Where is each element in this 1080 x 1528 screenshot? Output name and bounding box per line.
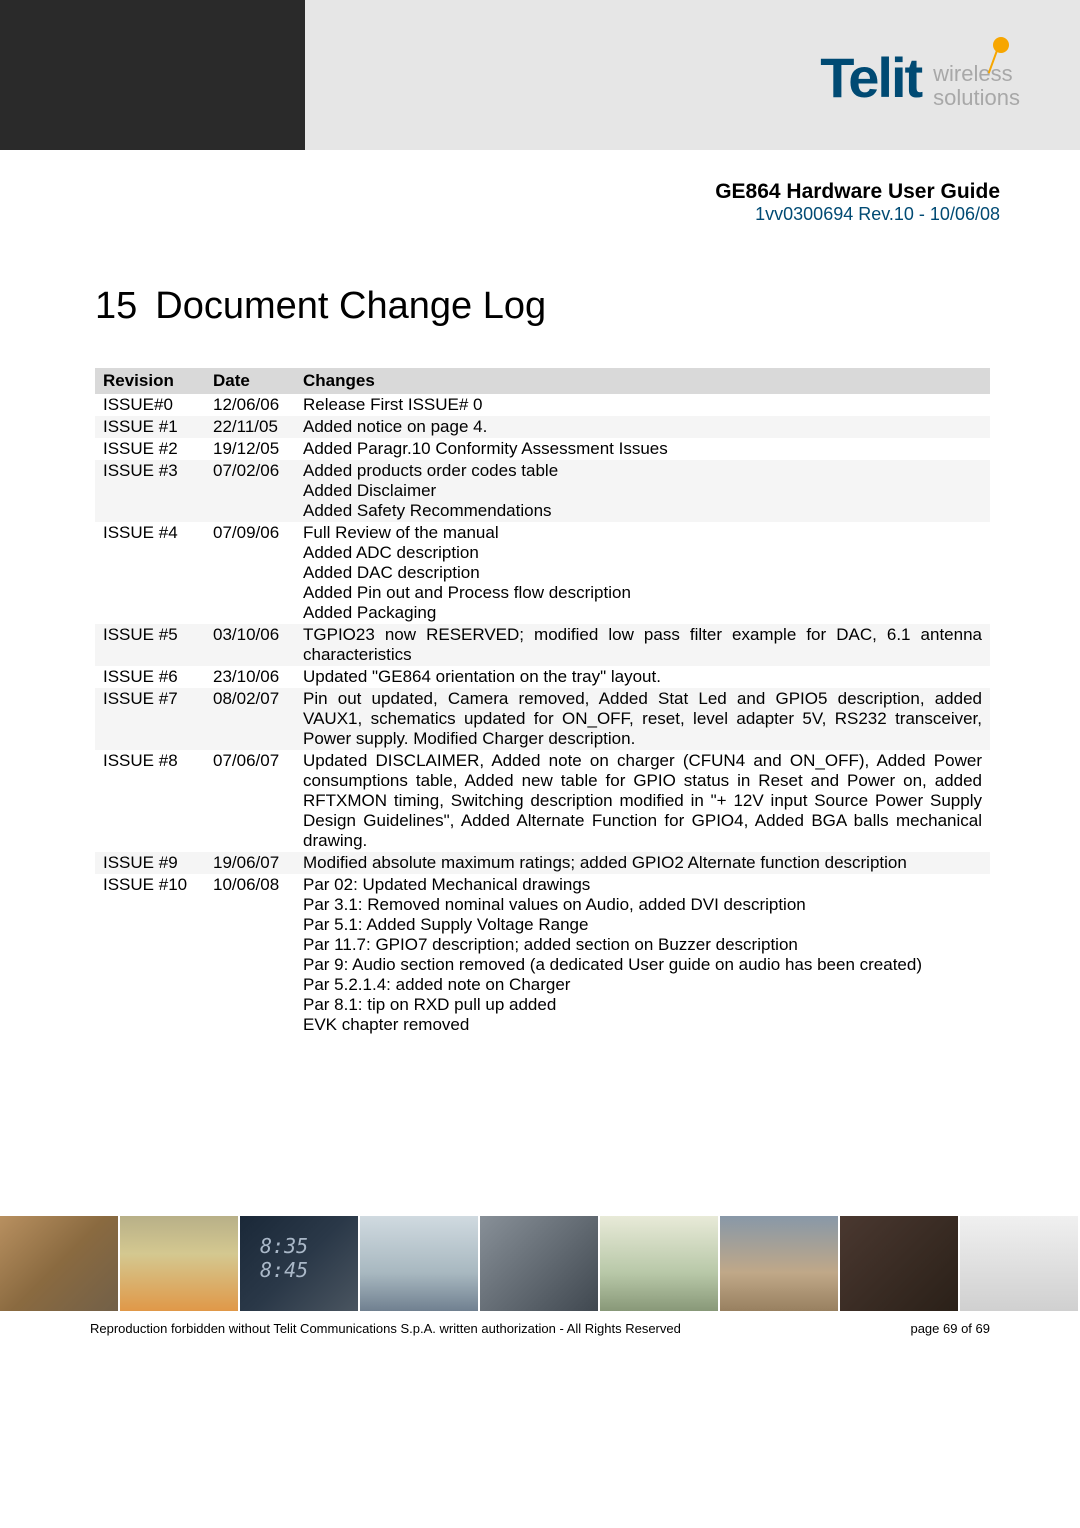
- logo-sub-line2: solutions: [933, 85, 1020, 110]
- table-row: ISSUE #307/02/06Added products order cod…: [95, 460, 990, 522]
- footer-image-8: [840, 1216, 960, 1311]
- footer-image-7: [720, 1216, 840, 1311]
- logo-text: Telit: [820, 45, 921, 110]
- footer-image-9: [960, 1216, 1080, 1311]
- header-changes: Changes: [295, 368, 990, 394]
- section-number: 15: [95, 285, 137, 327]
- cell-date: 07/06/07: [205, 750, 295, 852]
- document-title: GE864 Hardware User Guide: [0, 180, 1000, 204]
- logo-sub-line1: wireless: [933, 61, 1012, 86]
- footer-image-1: [0, 1216, 120, 1311]
- cell-date: 07/09/06: [205, 522, 295, 624]
- cell-revision: ISSUE #5: [95, 624, 205, 666]
- section-title-text: Document Change Log: [155, 285, 546, 327]
- table-row: ISSUE #122/11/05Added notice on page 4.: [95, 416, 990, 438]
- table-row: ISSUE #219/12/05Added Paragr.10 Conformi…: [95, 438, 990, 460]
- cell-date: 22/11/05: [205, 416, 295, 438]
- document-revision: 1vv0300694 Rev.10 - 10/06/08: [0, 204, 1000, 225]
- cell-revision: ISSUE #4: [95, 522, 205, 624]
- cell-revision: ISSUE #3: [95, 460, 205, 522]
- cell-date: 19/06/07: [205, 852, 295, 874]
- cell-date: 07/02/06: [205, 460, 295, 522]
- table-row: ISSUE#012/06/06Release First ISSUE# 0: [95, 394, 990, 416]
- table-header-row: Revision Date Changes: [95, 368, 990, 394]
- cell-changes: Updated "GE864 orientation on the tray" …: [295, 666, 990, 688]
- cell-date: 23/10/06: [205, 666, 295, 688]
- cell-revision: ISSUE #7: [95, 688, 205, 750]
- document-meta: GE864 Hardware User Guide 1vv0300694 Rev…: [0, 150, 1080, 225]
- cell-changes: Added products order codes table Added D…: [295, 460, 990, 522]
- page-content: 15 Document Change Log Revision Date Chan…: [0, 225, 1080, 1036]
- footer-text-row: Reproduction forbidden without Telit Com…: [0, 1311, 1080, 1356]
- cell-changes: Added Paragr.10 Conformity Assessment Is…: [295, 438, 990, 460]
- table-row: ISSUE #1010/06/08Par 02: Updated Mechani…: [95, 874, 990, 1036]
- cell-revision: ISSUE #9: [95, 852, 205, 874]
- cell-changes: Modified absolute maximum ratings; added…: [295, 852, 990, 874]
- footer-image-strip: [0, 1216, 1080, 1311]
- header-dark-block: [0, 0, 305, 150]
- cell-revision: ISSUE #10: [95, 874, 205, 1036]
- changelog-table: Revision Date Changes ISSUE#012/06/06Rel…: [95, 368, 990, 1036]
- cell-revision: ISSUE #8: [95, 750, 205, 852]
- footer-image-2: [120, 1216, 240, 1311]
- footer-page-number: page 69 of 69: [910, 1321, 990, 1336]
- header-band: Telit wireless solutions: [0, 0, 1080, 150]
- footer-copyright: Reproduction forbidden without Telit Com…: [90, 1321, 681, 1336]
- table-row: ISSUE #503/10/06TGPIO23 now RESERVED; mo…: [95, 624, 990, 666]
- cell-changes: Pin out updated, Camera removed, Added S…: [295, 688, 990, 750]
- footer-image-4: [360, 1216, 480, 1311]
- cell-changes: Updated DISCLAIMER, Added note on charge…: [295, 750, 990, 852]
- header-date: Date: [205, 368, 295, 394]
- cell-changes: Full Review of the manual Added ADC desc…: [295, 522, 990, 624]
- footer-image-5: [480, 1216, 600, 1311]
- cell-revision: ISSUE #2: [95, 438, 205, 460]
- cell-revision: ISSUE#0: [95, 394, 205, 416]
- header-revision: Revision: [95, 368, 205, 394]
- table-row: ISSUE #407/09/06Full Review of the manua…: [95, 522, 990, 624]
- cell-date: 12/06/06: [205, 394, 295, 416]
- section-heading: 15 Document Change Log: [95, 285, 990, 328]
- logo-subtitle: wireless solutions: [933, 62, 1020, 110]
- cell-date: 03/10/06: [205, 624, 295, 666]
- telit-logo: Telit wireless solutions: [820, 45, 1020, 110]
- cell-date: 08/02/07: [205, 688, 295, 750]
- cell-date: 19/12/05: [205, 438, 295, 460]
- cell-changes: Release First ISSUE# 0: [295, 394, 990, 416]
- table-row: ISSUE #919/06/07Modified absolute maximu…: [95, 852, 990, 874]
- cell-revision: ISSUE #1: [95, 416, 205, 438]
- footer-image-3: [240, 1216, 360, 1311]
- cell-changes: TGPIO23 now RESERVED; modified low pass …: [295, 624, 990, 666]
- cell-date: 10/06/08: [205, 874, 295, 1036]
- cell-changes: Added notice on page 4.: [295, 416, 990, 438]
- footer-image-6: [600, 1216, 720, 1311]
- table-row: ISSUE #623/10/06Updated "GE864 orientati…: [95, 666, 990, 688]
- logo-area: Telit wireless solutions: [820, 45, 1020, 110]
- table-row: ISSUE #708/02/07Pin out updated, Camera …: [95, 688, 990, 750]
- table-row: ISSUE #807/06/07Updated DISCLAIMER, Adde…: [95, 750, 990, 852]
- cell-changes: Par 02: Updated Mechanical drawings Par …: [295, 874, 990, 1036]
- cell-revision: ISSUE #6: [95, 666, 205, 688]
